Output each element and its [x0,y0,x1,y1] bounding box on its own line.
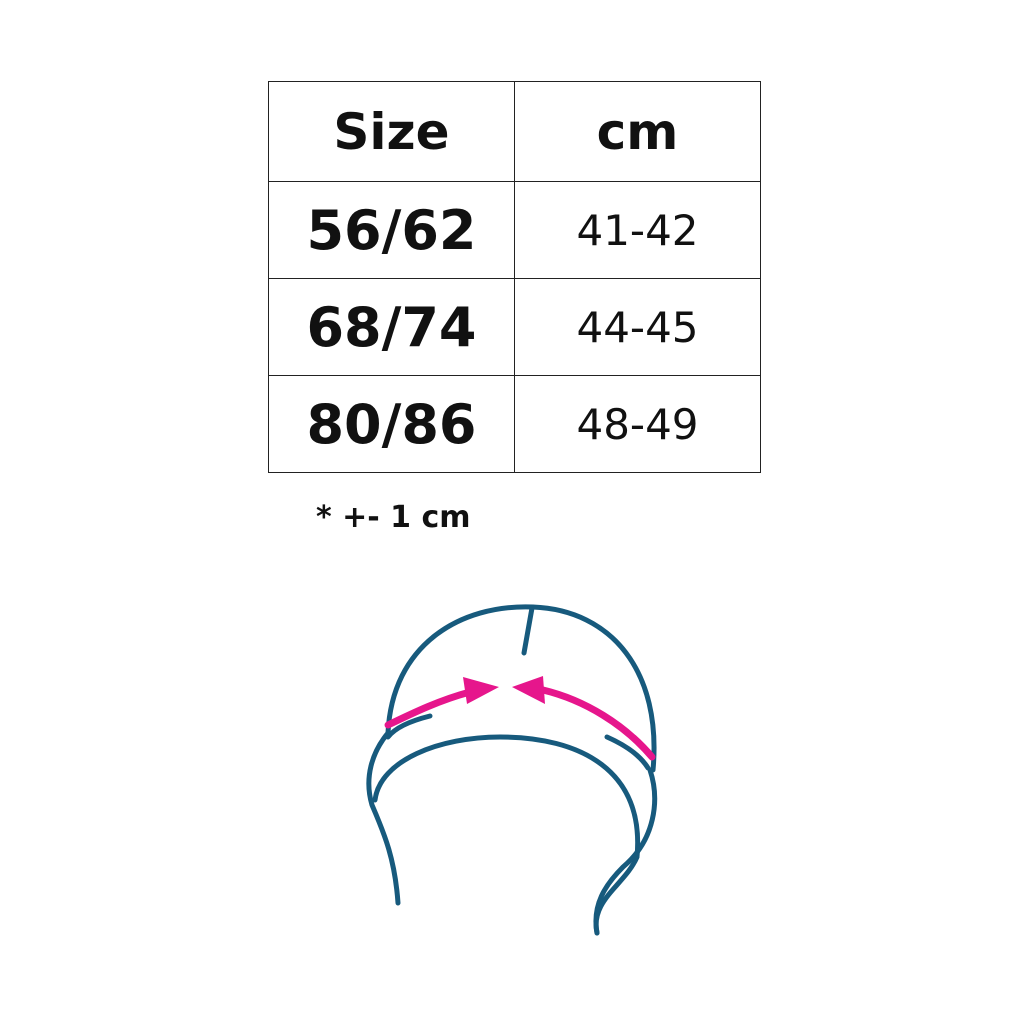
cm-cell: 44-45 [514,278,761,376]
size-cell: 56/62 [268,181,515,279]
header-cm: cm [514,81,761,182]
hat-brim-left [366,730,401,906]
size-cell: 68/74 [268,278,515,376]
arrow-left-head [463,677,499,704]
tolerance-note: * +- 1 cm [316,500,471,535]
measure-arrows [384,676,656,761]
size-table: Size cm 56/62 41-42 68/74 44-45 80/86 48… [268,81,761,473]
table-row: 80/86 48-49 [268,375,761,473]
hat-brim-right [593,767,658,936]
arrow-right-head [512,676,545,704]
hat-brim-inner [372,734,641,936]
table-row: 68/74 44-45 [268,278,761,376]
hat-seam [521,605,535,656]
cm-cell: 48-49 [514,375,761,473]
hat-brim-left-fold [385,713,433,740]
arrow-left-shaft [384,688,474,729]
table-header-row: Size cm [268,81,761,182]
size-cell: 80/86 [268,375,515,473]
hat-brim-right-fold [604,734,651,771]
hat-outline [366,604,658,936]
arrow-right-shaft [539,686,656,761]
header-size: Size [268,81,515,182]
